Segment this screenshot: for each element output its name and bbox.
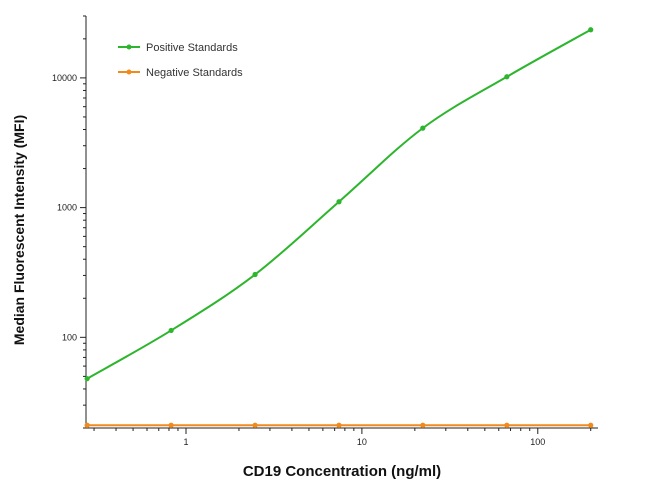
y-axis-title: Median Fluorescent Intensity (MFI) — [11, 115, 27, 345]
negative-standards-point — [84, 422, 90, 428]
negative-standards-point — [588, 422, 594, 428]
axis-ticks: 1 10 100 100 1000 10000 — [52, 15, 592, 447]
legend-positive-label: Positive Standards — [146, 42, 238, 54]
negative-standards-point — [252, 422, 258, 428]
negative-standards-point — [504, 422, 510, 428]
positive-standards-point — [252, 271, 258, 278]
negative-standards-point — [336, 422, 342, 428]
y-tick-label: 1000 — [57, 203, 77, 213]
positive-standards-point — [420, 125, 426, 131]
legend: Positive Standards Negative Standards — [118, 42, 243, 79]
x-axis-title: CD19 Concentration (ng/ml) — [243, 463, 441, 480]
y-tick-label: 100 — [62, 332, 77, 342]
x-tick-label: 1 — [184, 437, 189, 447]
positive-standards-point — [168, 327, 174, 334]
legend-negative-swatch-marker — [126, 69, 132, 75]
legend-negative-label: Negative Standards — [146, 67, 243, 79]
positive-standards-point — [588, 27, 594, 33]
y-tick-label: 10000 — [52, 73, 77, 83]
x-tick-label: 10 — [357, 437, 367, 447]
positive-standards-point — [336, 199, 342, 205]
positive-standards-point — [504, 74, 510, 80]
series-layer — [84, 27, 594, 428]
x-tick-label: 100 — [530, 437, 545, 447]
negative-standards-point — [420, 422, 426, 428]
positive-standards-point — [84, 376, 90, 382]
legend-positive-swatch-marker — [126, 44, 132, 50]
axes — [85, 16, 598, 429]
negative-standards-point — [168, 422, 174, 428]
